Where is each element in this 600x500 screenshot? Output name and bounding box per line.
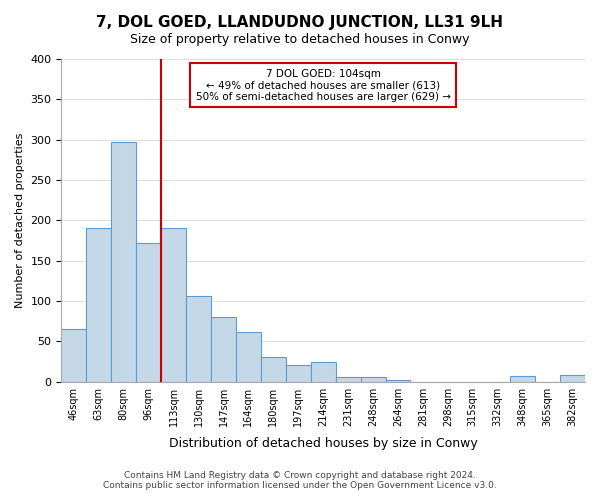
Bar bbox=[61, 330, 86, 382]
Bar bbox=[111, 142, 136, 382]
Bar bbox=[86, 228, 111, 382]
Bar bbox=[560, 376, 585, 382]
Text: Size of property relative to detached houses in Conwy: Size of property relative to detached ho… bbox=[130, 32, 470, 46]
X-axis label: Distribution of detached houses by size in Conwy: Distribution of detached houses by size … bbox=[169, 437, 478, 450]
Bar bbox=[335, 377, 361, 382]
Bar bbox=[286, 365, 311, 382]
Text: 7, DOL GOED, LLANDUDNO JUNCTION, LL31 9LH: 7, DOL GOED, LLANDUDNO JUNCTION, LL31 9L… bbox=[97, 15, 503, 30]
Text: 7 DOL GOED: 104sqm
← 49% of detached houses are smaller (613)
50% of semi-detach: 7 DOL GOED: 104sqm ← 49% of detached hou… bbox=[196, 68, 451, 102]
Bar bbox=[136, 243, 161, 382]
Bar bbox=[261, 357, 286, 382]
Y-axis label: Number of detached properties: Number of detached properties bbox=[15, 132, 25, 308]
Bar bbox=[186, 296, 211, 382]
Bar bbox=[161, 228, 186, 382]
Bar bbox=[311, 362, 335, 382]
Bar bbox=[361, 377, 386, 382]
Bar bbox=[510, 376, 535, 382]
Bar bbox=[211, 317, 236, 382]
Bar bbox=[236, 332, 261, 382]
Text: Contains HM Land Registry data © Crown copyright and database right 2024.
Contai: Contains HM Land Registry data © Crown c… bbox=[103, 470, 497, 490]
Bar bbox=[386, 380, 410, 382]
